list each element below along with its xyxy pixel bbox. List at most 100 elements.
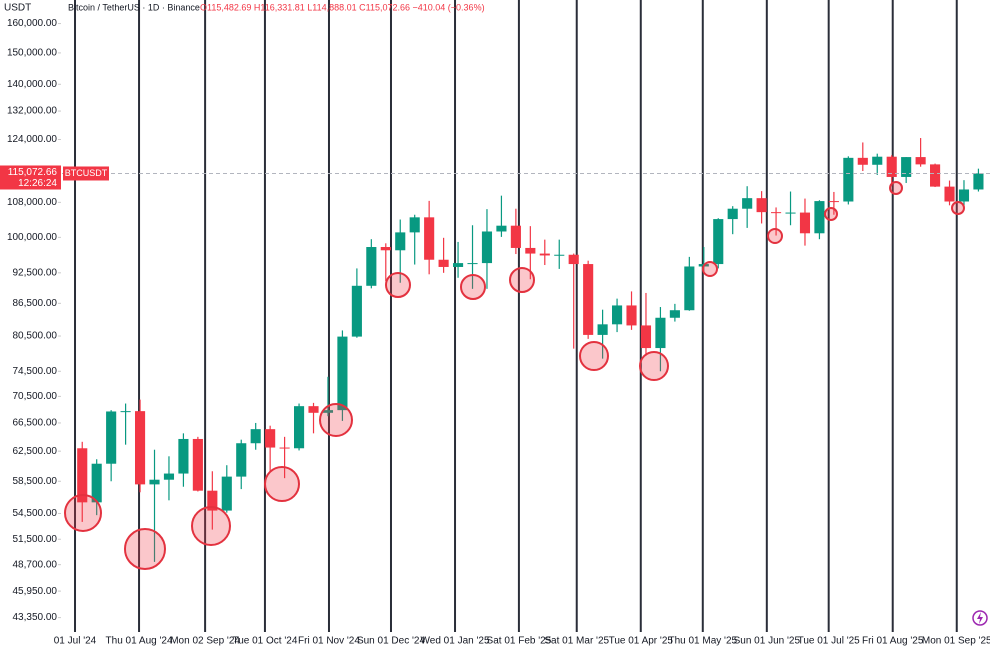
icon-ring: [972, 610, 988, 626]
highlight-circles: [64, 181, 965, 570]
y-axis-label: USDT: [4, 3, 31, 14]
x-tick-label: Fri 01 Aug '25: [862, 636, 924, 647]
symbol-tag: [63, 166, 109, 181]
candles: [77, 138, 984, 562]
y-tick-label: 48,700.00: [13, 559, 58, 570]
candle-body: [236, 443, 247, 477]
y-tick-label: 86,500.00: [13, 298, 58, 309]
highlight: [385, 272, 411, 298]
highlight: [264, 466, 300, 502]
candle-body: [453, 263, 464, 267]
x-tick-label: 01 Jul '24: [54, 636, 97, 647]
candle-body: [481, 231, 493, 264]
candle-body: [915, 157, 926, 165]
candle-body: [91, 463, 102, 503]
candle-body: [120, 411, 131, 413]
candle-body: [814, 201, 825, 234]
candle-body: [351, 285, 362, 337]
highlight: [951, 201, 965, 215]
candle-body: [655, 317, 666, 349]
chart-title: Bitcoin / TetherUS · 1D · Binance: [68, 2, 200, 12]
candle-body: [77, 448, 88, 503]
candle-body: [163, 473, 175, 480]
y-tick-label: 51,500.00: [13, 534, 58, 545]
candle-body: [424, 217, 435, 260]
candle-body: [684, 266, 695, 311]
y-tick-label: 150,000.00: [7, 48, 57, 59]
candle-body: [134, 411, 146, 485]
candle-body: [510, 225, 521, 248]
x-tick-label: Thu 01 Aug '24: [106, 636, 173, 647]
x-tick-label: Thu 01 May '25: [668, 636, 737, 647]
x-tick-label: Mon 02 Sep '24: [170, 636, 240, 647]
y-tick-label: 66,500.00: [13, 418, 58, 429]
candle-body: [395, 232, 406, 251]
candle-body: [279, 447, 290, 449]
x-axis-band: [0, 632, 990, 660]
candle-body: [973, 173, 984, 190]
x-tick-label: Sun 01 Jun '25: [734, 636, 801, 647]
y-tick-label: 43,350.00: [13, 612, 58, 623]
candle-body: [756, 198, 767, 213]
y-tick-label: 62,500.00: [13, 446, 58, 457]
symbol-tag-label: BTCUSDT: [65, 168, 108, 178]
y-tick-label: 70,500.00: [13, 391, 58, 402]
candle-body: [872, 156, 883, 165]
y-tick-label: 74,500.00: [13, 366, 58, 377]
x-tick-label: Wed 01 Jan '25: [421, 636, 490, 647]
candle-body: [799, 212, 811, 234]
candle-body: [583, 264, 594, 335]
price-tag-countdown: 12:26:24: [18, 178, 57, 189]
candle-body: [597, 324, 608, 335]
y-tick-label: 108,000.00: [7, 197, 57, 208]
highlight: [702, 261, 718, 277]
candle-body: [149, 479, 160, 485]
candle-body: [539, 253, 550, 256]
candle-body: [322, 410, 334, 413]
x-tick-label: Sat 01 Feb '25: [487, 636, 552, 647]
candle-body: [640, 325, 652, 349]
highlight: [191, 506, 231, 546]
candle-body: [106, 411, 117, 464]
candle-body: [337, 336, 348, 411]
price-tag: [0, 165, 61, 190]
y-tick-label: 54,500.00: [13, 508, 58, 519]
price-tag-value: 115,072.66: [8, 167, 58, 178]
candle-body: [626, 305, 637, 326]
y-tick-label: 132,000.00: [7, 106, 57, 117]
candle-body: [409, 217, 420, 233]
y-tick-label: 58,500.00: [13, 476, 58, 487]
candle-body: [843, 157, 854, 202]
candle-body: [612, 305, 623, 325]
candle-body: [496, 225, 507, 232]
x-tick-label: Sat 01 Mar '25: [544, 636, 609, 647]
highlight: [460, 274, 486, 300]
candle-body: [857, 157, 868, 165]
candle-body: [727, 208, 738, 220]
highlight: [579, 341, 609, 371]
highlight: [509, 267, 535, 293]
highlight: [319, 403, 353, 437]
x-tick-label: Tue 01 Oct '24: [232, 636, 297, 647]
candle-body: [713, 219, 724, 265]
candle-body: [265, 429, 276, 448]
candle-body: [192, 438, 203, 491]
candle-body: [308, 406, 319, 413]
highlight: [767, 228, 783, 244]
x-tick-label: Mon 01 Sep '25: [922, 636, 990, 647]
candle-body: [525, 247, 536, 254]
y-tick-label: 140,000.00: [7, 79, 57, 90]
y-tick-label: 45,950.00: [13, 586, 58, 597]
candle-body: [771, 212, 782, 214]
icon-bolt: [977, 612, 983, 624]
x-tick-label: Fri 01 Nov '24: [298, 636, 360, 647]
candle-body: [221, 476, 232, 511]
candle-body: [250, 429, 261, 444]
candle-body: [930, 164, 941, 187]
highlight: [124, 528, 166, 570]
y-tick-label: 100,000.00: [7, 232, 57, 243]
candle-body: [438, 259, 449, 267]
candle-body: [828, 201, 839, 203]
y-tick-label: 160,000.00: [7, 18, 57, 29]
